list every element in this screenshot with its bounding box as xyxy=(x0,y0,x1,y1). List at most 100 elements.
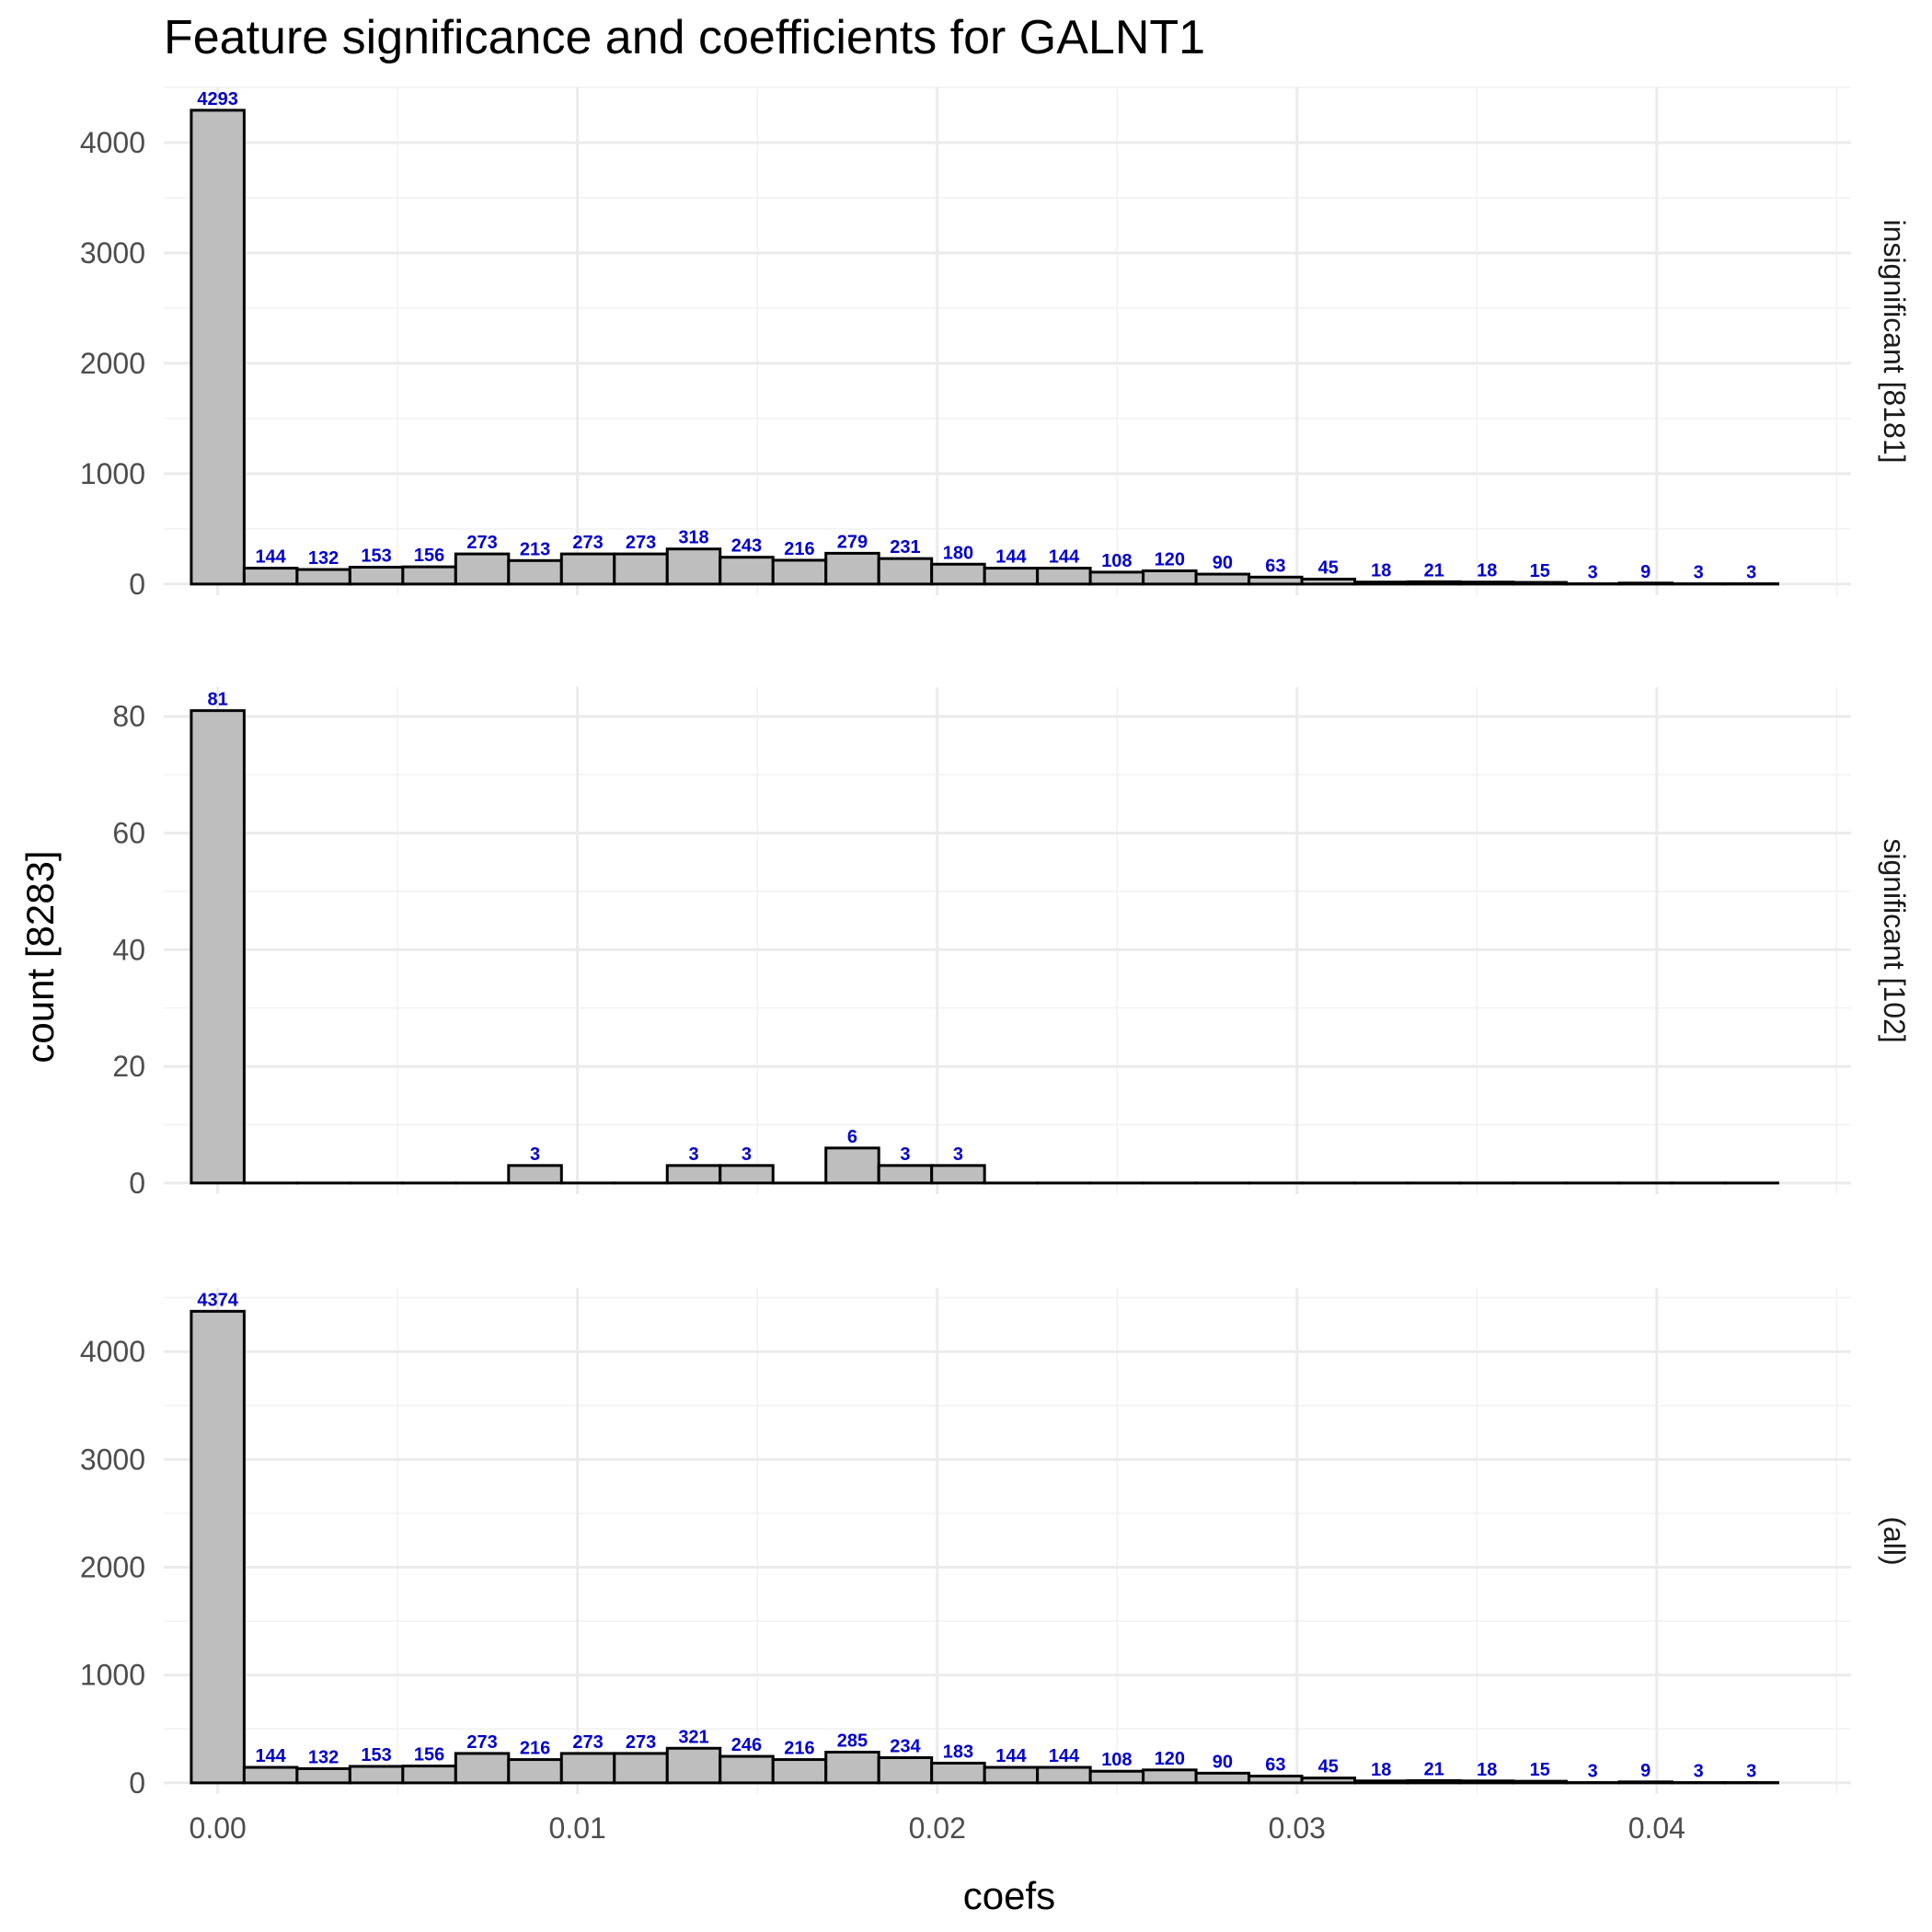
bar-count-label: 108 xyxy=(1101,551,1132,571)
histogram-bar xyxy=(507,1164,563,1185)
facet-strip-label: significant [102] xyxy=(1878,838,1911,1042)
bar-count-label: 273 xyxy=(626,533,656,553)
histogram-bar xyxy=(190,1309,246,1785)
facet-strip-label: insignificant [8181] xyxy=(1878,219,1911,463)
bar-count-label: 3 xyxy=(1746,562,1756,582)
bar-count-label: 21 xyxy=(1424,560,1444,581)
histogram-bar xyxy=(665,1746,722,1785)
bar-count-label: 18 xyxy=(1477,561,1497,581)
bar-count-label: 273 xyxy=(572,1732,603,1753)
histogram-bar xyxy=(824,1146,880,1185)
bar-count-label: 90 xyxy=(1213,553,1233,573)
bar-count-label: 3 xyxy=(900,1144,910,1165)
histogram-bar xyxy=(348,565,405,586)
bar-count-label: 273 xyxy=(466,1732,497,1753)
bar-count-label: 6 xyxy=(847,1127,857,1147)
histogram-bar xyxy=(1036,1765,1092,1785)
histogram-bar xyxy=(507,558,563,586)
histogram-bar xyxy=(930,1761,986,1785)
histogram-bar xyxy=(1512,581,1568,586)
histogram-bar xyxy=(1142,1768,1198,1785)
histogram-bar xyxy=(983,567,1040,586)
histogram-bar xyxy=(190,109,246,586)
bar-count-label: 120 xyxy=(1155,549,1185,569)
bar-count-label: 21 xyxy=(1424,1759,1444,1779)
bar-count-label: 45 xyxy=(1318,558,1339,578)
y-tick-label: 3000 xyxy=(80,236,145,270)
facet-panel-2: 0 20 40 60 80 81 3 3 3 6 3 3 significant [102] xyxy=(112,687,1911,1200)
bar-count-label: 144 xyxy=(1049,1746,1080,1766)
bar-count-label: 81 xyxy=(208,689,228,709)
x-tick-label: 0.03 xyxy=(1269,1811,1326,1845)
histogram-bar xyxy=(295,1766,351,1785)
bar-count-label: 3 xyxy=(688,1144,698,1165)
bar-count-label: 3 xyxy=(953,1144,963,1165)
bar-count-label: 183 xyxy=(943,1742,973,1762)
histogram-bar xyxy=(1248,1775,1304,1785)
histogram-bar xyxy=(1248,575,1304,586)
histogram-bar xyxy=(401,565,457,586)
histogram-bar xyxy=(454,552,511,586)
bar-count-label: 18 xyxy=(1477,1760,1497,1780)
histogram-bar xyxy=(1300,577,1357,586)
histogram-bar xyxy=(1088,1769,1145,1785)
bar-count-label: 3 xyxy=(530,1144,540,1165)
bar-count-label: 318 xyxy=(678,528,708,548)
histogram-bar xyxy=(1617,581,1673,586)
bar-count-label: 144 xyxy=(255,1746,286,1766)
histogram-bar xyxy=(1194,572,1251,586)
y-tick-label: 4000 xyxy=(80,1335,145,1368)
bar-count-label: 321 xyxy=(678,1727,708,1747)
bar-count-label: 3 xyxy=(1588,1762,1598,1782)
histogram-bar xyxy=(190,708,246,1185)
histogram-bar xyxy=(930,1164,986,1185)
histogram-bar xyxy=(295,568,351,586)
histogram-bar xyxy=(1459,1779,1515,1785)
bar-count-label: 108 xyxy=(1101,1750,1132,1770)
histogram-bar xyxy=(1406,1778,1463,1785)
histogram-bar xyxy=(877,1755,934,1785)
bar-count-label: 3 xyxy=(1588,562,1598,582)
bar-count-label: 231 xyxy=(890,537,920,558)
bar-count-label: 132 xyxy=(308,1747,339,1767)
bar-count-label: 4293 xyxy=(197,89,238,109)
bar-count-label: 279 xyxy=(837,532,868,552)
histogram-bar xyxy=(1353,581,1409,586)
bar-count-label: 234 xyxy=(890,1736,921,1756)
histogram-bar xyxy=(824,1750,880,1785)
histogram-bar xyxy=(559,1752,616,1785)
chart-title: Feature significance and coefficients fo… xyxy=(164,11,1205,64)
bar-count-label: 63 xyxy=(1265,556,1285,576)
y-tick-label: 2000 xyxy=(80,1551,145,1584)
y-tick-label: 1000 xyxy=(80,1659,145,1692)
histogram-bar xyxy=(824,551,880,586)
histogram-bar xyxy=(771,1758,828,1785)
bar-count-label: 273 xyxy=(572,533,603,553)
histogram-bar xyxy=(1459,581,1515,586)
bar-count-label: 156 xyxy=(414,546,444,566)
histogram-bar xyxy=(719,1164,775,1185)
x-tick-label: 0.01 xyxy=(549,1811,606,1845)
bar-count-label: 120 xyxy=(1155,1749,1185,1769)
histogram-bar xyxy=(348,1765,405,1785)
y-tick-label: 2000 xyxy=(80,347,145,380)
histogram-bar xyxy=(1512,1779,1568,1785)
bar-count-label: 246 xyxy=(731,1735,762,1755)
bar-count-label: 144 xyxy=(995,1746,1027,1766)
x-axis-title: coefs xyxy=(963,1874,1055,1917)
bar-count-label: 144 xyxy=(255,547,286,568)
y-tick-label: 1000 xyxy=(80,457,145,490)
histogram-bar xyxy=(1617,1780,1673,1785)
histogram-bar xyxy=(613,1752,669,1785)
histogram-bar xyxy=(665,1164,722,1185)
histogram-bar xyxy=(983,1765,1040,1785)
bar-count-label: 153 xyxy=(361,1745,391,1765)
bar-count-label: 144 xyxy=(1049,547,1080,568)
histogram-bar xyxy=(877,557,934,586)
histogram-bar xyxy=(1194,1771,1251,1785)
histogram-bar xyxy=(1353,1779,1409,1785)
